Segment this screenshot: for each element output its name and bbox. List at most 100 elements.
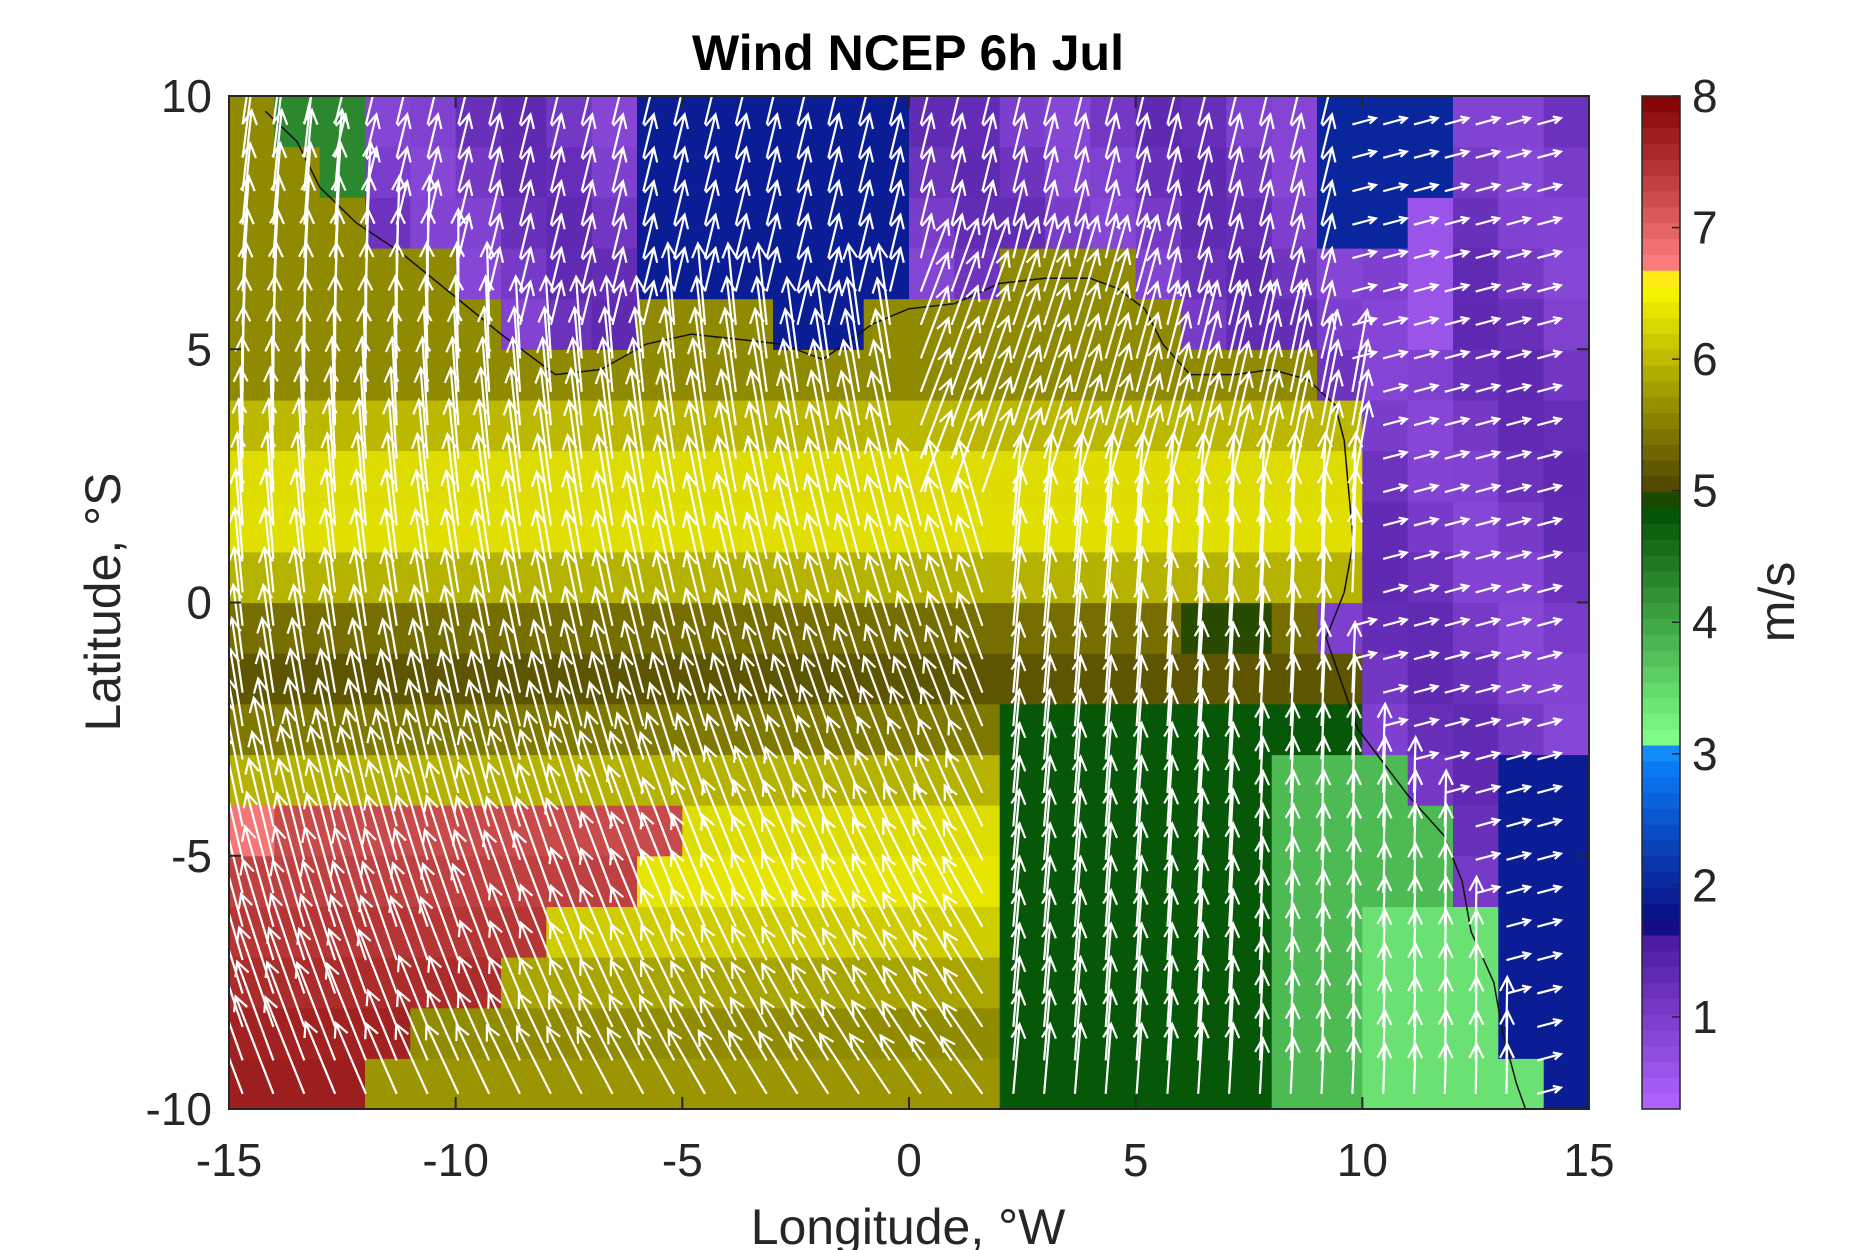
- wind-vector: [1010, 1021, 1027, 1094]
- wind-vector: [498, 618, 522, 693]
- wind-vector: [751, 241, 768, 326]
- heatmap-cell: [1045, 551, 1091, 604]
- heatmap-cell: [1498, 248, 1545, 300]
- heatmap-cell: [410, 197, 457, 249]
- wind-vector: [734, 112, 751, 159]
- wind-vector: [1010, 653, 1027, 727]
- wind-vector: [889, 685, 922, 760]
- wind-vector: [1010, 988, 1027, 1061]
- heatmap-cell: [1362, 602, 1409, 654]
- wind-vector: [691, 241, 708, 325]
- wind-vector: [942, 855, 984, 928]
- colorbar-tick-label: 3: [1692, 728, 1718, 780]
- wind-vector: [1043, 145, 1059, 192]
- wind-vector: [263, 995, 306, 1095]
- wind-vector: [660, 241, 677, 325]
- wind-vector: [561, 432, 583, 526]
- wind-vector: [765, 178, 782, 225]
- wind-vector: [894, 436, 922, 526]
- wind-vector: [488, 96, 498, 125]
- wind-vector: [1010, 720, 1027, 793]
- heatmap-cell: [1135, 957, 1182, 1009]
- wind-vector: [548, 921, 583, 994]
- wind-vector: [821, 815, 861, 894]
- wind-vector: [765, 145, 782, 192]
- wind-vector: [954, 624, 984, 694]
- heatmap-cell: [954, 957, 1001, 1009]
- wind-vector: [742, 550, 768, 627]
- colorbar-segment: [1642, 222, 1680, 239]
- wind-vector: [639, 811, 676, 894]
- heatmap-cell: [818, 602, 865, 654]
- wind-vector: [1040, 887, 1057, 961]
- wind-vector: [919, 251, 951, 326]
- wind-vector: [821, 889, 861, 961]
- wind-vector: [518, 178, 535, 225]
- colorbar-segment: [1642, 428, 1680, 445]
- wind-vector: [791, 814, 830, 894]
- heatmap-cell: [1271, 1007, 1318, 1059]
- wind-vector: [229, 1018, 244, 1061]
- wind-vector: [512, 829, 552, 928]
- wind-vector: [299, 858, 337, 961]
- wind-vector: [651, 509, 676, 593]
- wind-vector: [1132, 820, 1149, 894]
- wind-vector: [229, 982, 244, 1028]
- wind-vector: [439, 546, 460, 626]
- heatmap-cell: [1407, 146, 1454, 198]
- wind-vector: [579, 921, 614, 994]
- colorbar-segment: [1642, 507, 1680, 524]
- wind-vector: [942, 930, 984, 995]
- wind-vector: [830, 653, 861, 727]
- wind-vector: [488, 212, 505, 259]
- wind-vector: [1073, 112, 1090, 159]
- wind-vector: [1071, 820, 1088, 894]
- wind-vector: [700, 924, 737, 994]
- wind-vector: [1040, 854, 1057, 927]
- wind-vector: [763, 745, 799, 827]
- wind-vector: [252, 676, 275, 760]
- heatmap-cell: [1453, 146, 1499, 198]
- heatmap-cell: [1498, 1058, 1545, 1109]
- wind-vector: [244, 756, 275, 861]
- heatmap-cell: [954, 906, 1001, 958]
- heatmap-cell: [773, 754, 819, 806]
- wind-vector: [451, 828, 491, 928]
- wind-vector: [745, 368, 768, 459]
- wind-vector: [248, 695, 275, 794]
- wind-vector: [241, 96, 248, 125]
- wind-vector: [1043, 281, 1072, 359]
- colorbar-tick-label: 1: [1692, 991, 1718, 1043]
- heatmap-cell: [1271, 1058, 1318, 1109]
- wind-vector: [639, 959, 676, 1028]
- wind-vector: [439, 584, 460, 660]
- wind-vector: [1043, 112, 1059, 159]
- wind-vector: [871, 276, 892, 359]
- heatmap-cell: [1226, 754, 1273, 806]
- heatmap-cell: [1090, 551, 1137, 604]
- wind-vector: [879, 1033, 922, 1095]
- wind-vector: [1135, 311, 1163, 393]
- wind-vector: [858, 684, 892, 760]
- colorbar-segment: [1642, 349, 1680, 366]
- wind-vector: [229, 646, 244, 727]
- wind-vector: [464, 678, 491, 760]
- wind-vector: [676, 681, 707, 760]
- wind-vector: [1104, 213, 1132, 292]
- heatmap-cell: [1543, 957, 1589, 1009]
- wind-vector: [642, 178, 659, 225]
- heatmap-cell: [1181, 146, 1227, 198]
- wind-vector: [651, 549, 676, 627]
- wind-vector: [775, 368, 799, 459]
- wind-vector: [842, 242, 861, 326]
- wind-vector: [639, 848, 676, 928]
- wind-vector: [577, 729, 614, 827]
- wind-vector: [591, 509, 614, 593]
- wind-vector: [1132, 687, 1149, 760]
- wind-vector: [765, 713, 799, 794]
- wind-vector: [457, 178, 474, 225]
- wind-vector: [611, 96, 621, 125]
- wind-vector: [858, 245, 875, 292]
- heatmap-cell: [1090, 298, 1137, 350]
- wind-vector: [919, 284, 951, 359]
